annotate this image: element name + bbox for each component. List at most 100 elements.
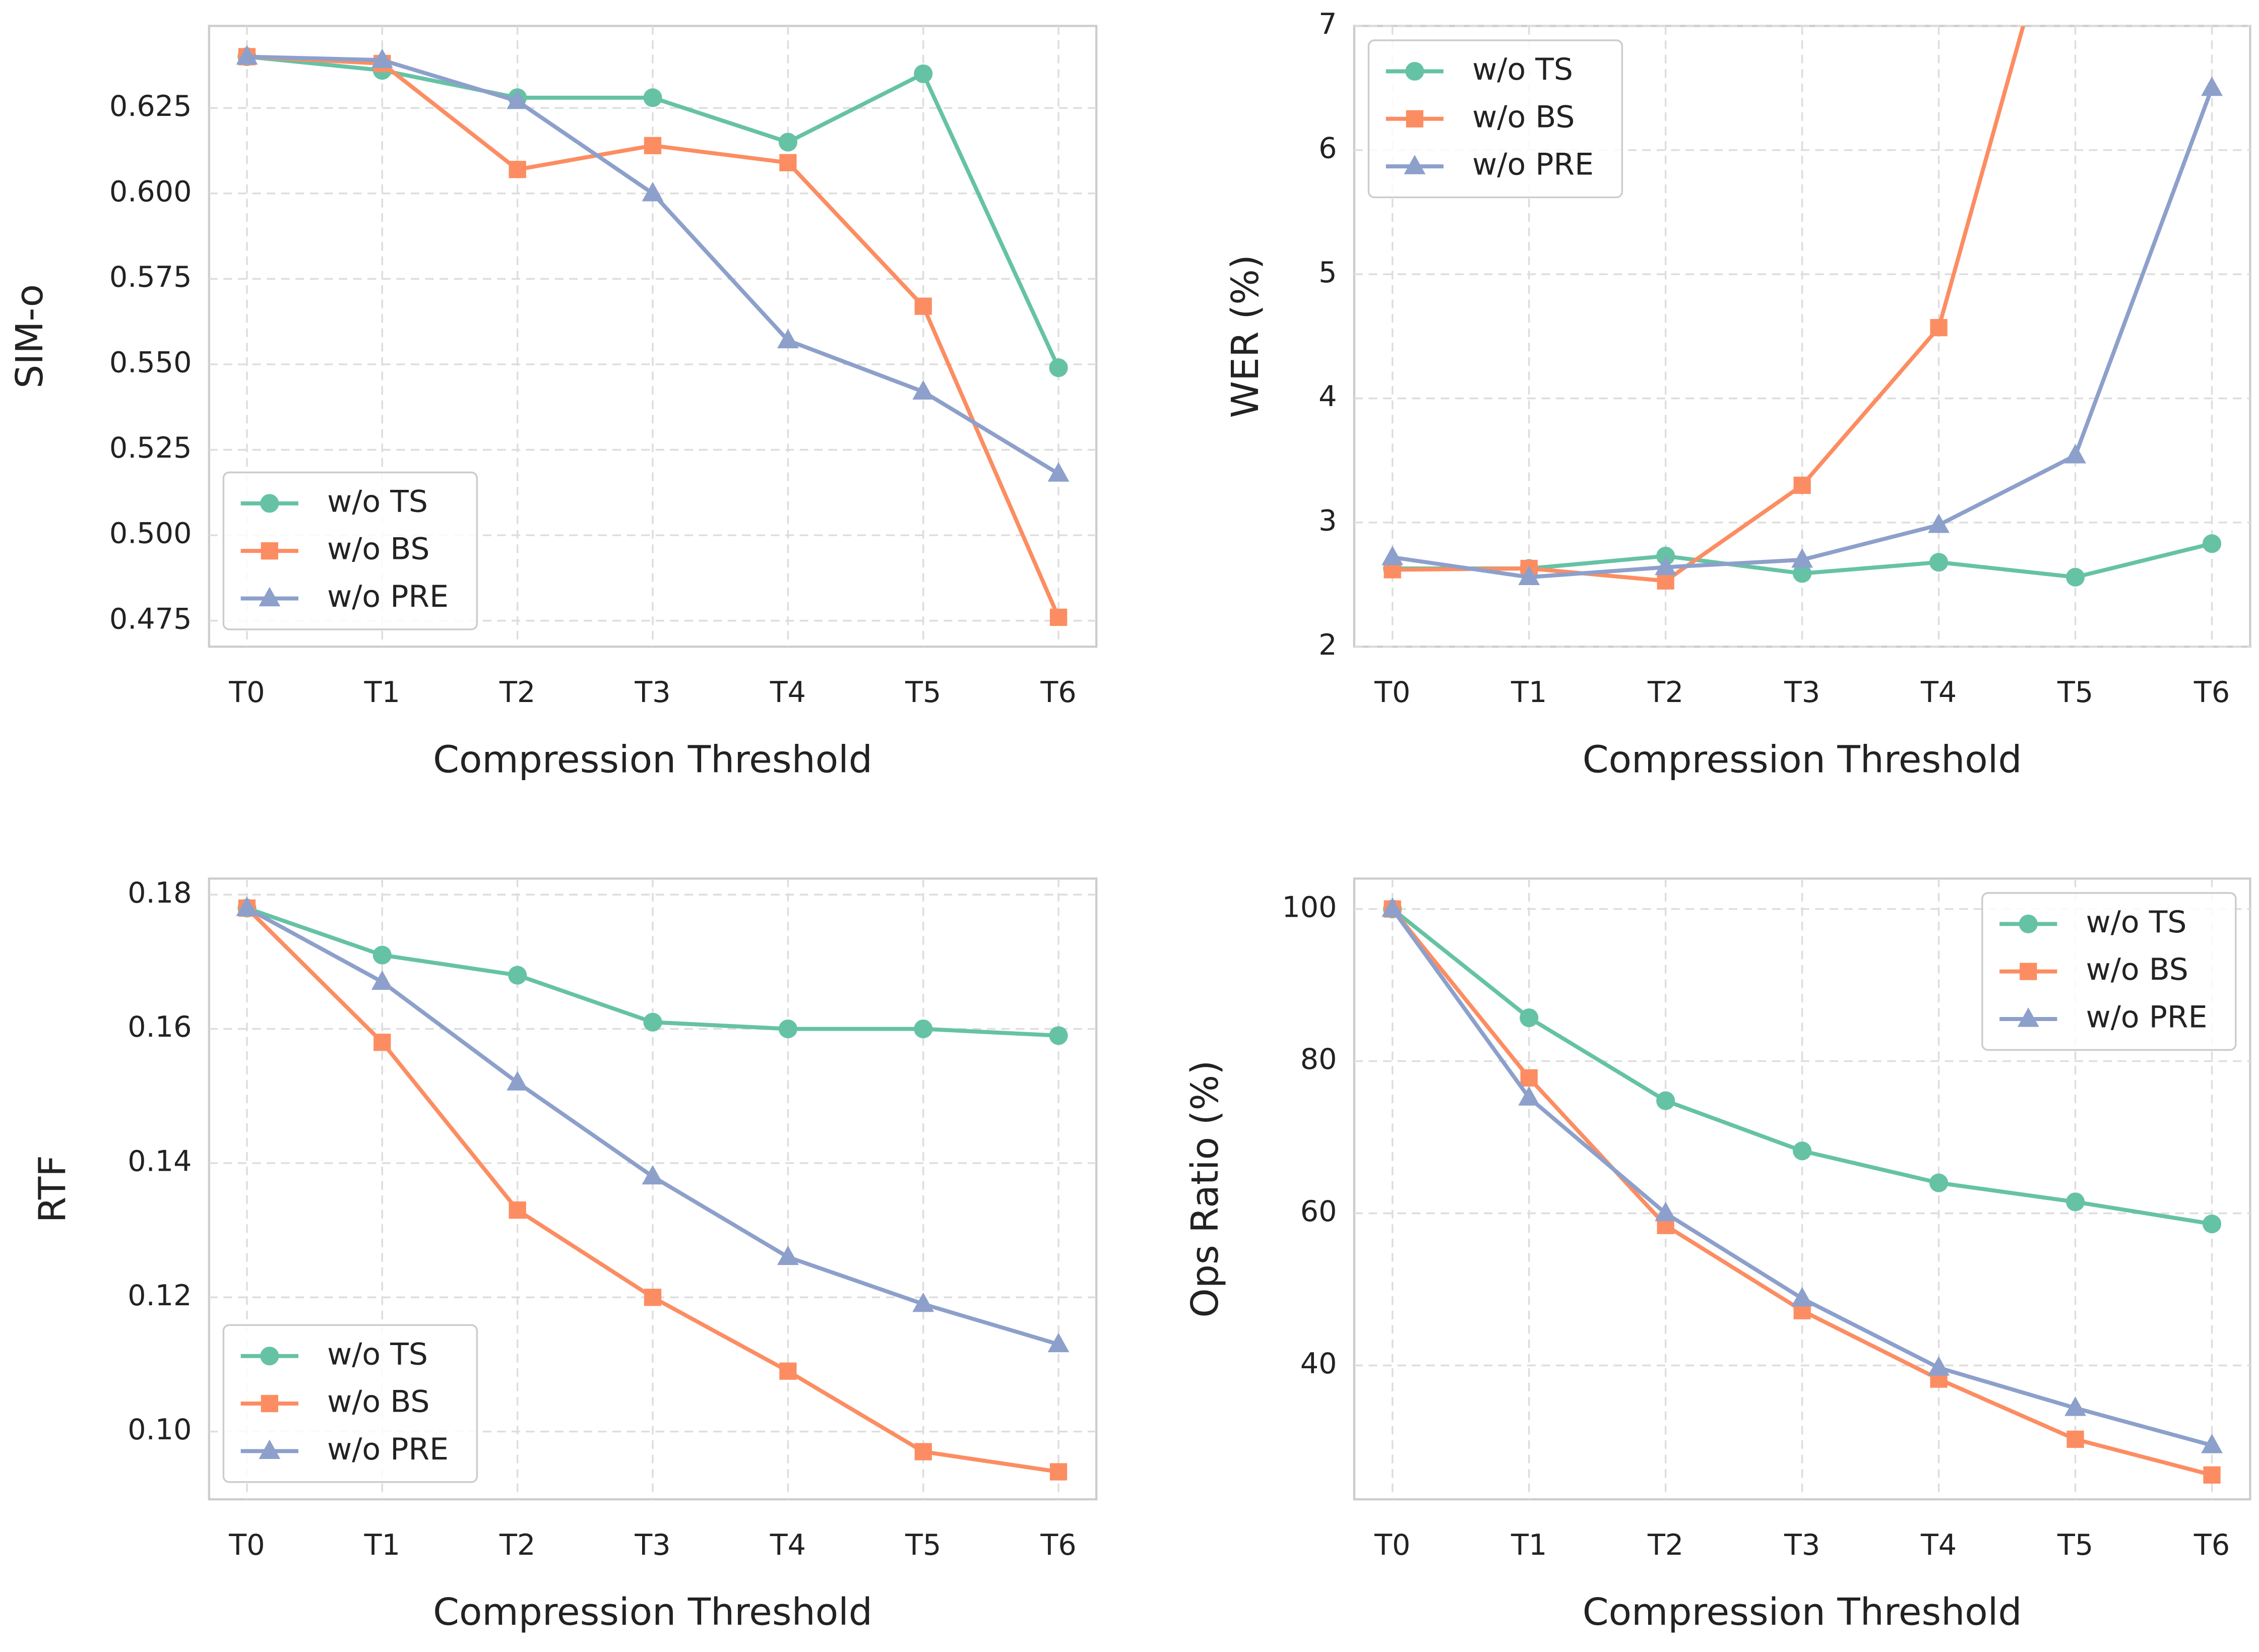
marker (914, 64, 933, 83)
marker (1793, 564, 1812, 583)
marker (644, 1289, 662, 1306)
y-tick-label: 0.18 (128, 876, 192, 910)
y-tick-label: 0.525 (109, 431, 192, 465)
marker (1520, 1069, 1538, 1087)
marker (261, 542, 278, 560)
y-tick-label: 100 (1282, 891, 1337, 924)
marker (1791, 548, 1813, 568)
y-tick-label: 6 (1319, 132, 1337, 165)
x-tick-label: T5 (2057, 1529, 2093, 1562)
marker (1518, 565, 1540, 585)
marker (778, 133, 797, 152)
x-tick-label: T3 (634, 1529, 670, 1562)
marker (914, 1443, 932, 1460)
marker (912, 1292, 934, 1312)
x-tick-label: T4 (770, 676, 806, 709)
marker (260, 494, 279, 513)
marker (2202, 534, 2222, 553)
x-tick-label: T0 (228, 1529, 265, 1562)
marker (1382, 545, 1404, 565)
y-tick-label: 0.625 (109, 90, 192, 123)
x-tick-label: T2 (1647, 676, 1683, 709)
x-tick-label: T1 (364, 676, 400, 709)
marker (2201, 1434, 2223, 1453)
y-tick-label: 40 (1300, 1347, 1337, 1380)
x-tick-label: T6 (1040, 1529, 1076, 1562)
x-tick-label: T3 (1784, 1529, 1820, 1562)
marker (1655, 555, 1677, 576)
legend-label: w/o TS (327, 1337, 428, 1372)
y-axis-label: SIM-o (8, 284, 51, 389)
marker (779, 1362, 797, 1380)
marker (779, 154, 797, 171)
marker (1405, 61, 1424, 81)
series-line (1392, 26, 2026, 583)
data-layer (236, 45, 1070, 626)
y-tick-label: 7 (1319, 8, 1337, 41)
marker (507, 89, 529, 109)
data-layer (1382, 897, 2223, 1484)
x-tick-label: T6 (1040, 676, 1076, 709)
marker (643, 1012, 662, 1032)
marker (777, 1245, 799, 1265)
x-tick-label: T0 (228, 676, 265, 709)
y-tick-label: 3 (1319, 504, 1337, 537)
x-tick-label: T3 (634, 676, 670, 709)
legend-label: w/o BS (327, 532, 429, 567)
y-tick-label: 0.600 (109, 175, 192, 208)
marker (260, 1347, 279, 1366)
y-tick-label: 0.550 (109, 346, 192, 379)
marker (2020, 963, 2037, 980)
marker (371, 970, 393, 990)
marker (1049, 1026, 1068, 1045)
legend-label: w/o PRE (1472, 147, 1594, 182)
y-tick-label: 2 (1319, 628, 1337, 662)
data-layer (236, 897, 1070, 1481)
marker (778, 1020, 797, 1039)
marker (2017, 1007, 2039, 1027)
marker (371, 48, 393, 68)
marker (1655, 1201, 1677, 1222)
marker (1793, 476, 1811, 494)
marker (2066, 1192, 2085, 1212)
marker (1928, 513, 1950, 533)
y-tick-label: 0.500 (109, 517, 192, 550)
marker (509, 1201, 526, 1219)
marker (642, 1165, 664, 1185)
marker (259, 587, 281, 607)
data-layer (1382, 26, 2223, 590)
marker (914, 1020, 933, 1039)
marker (2202, 1215, 2222, 1234)
y-tick-label: 0.12 (128, 1279, 192, 1312)
chart: 40 60 80 100 T0 T1 T2 T3 T4 T5 T6 Compression Thres… (1183, 877, 2251, 1634)
marker (643, 88, 662, 107)
marker (777, 329, 799, 349)
marker (1518, 1086, 1540, 1106)
marker (1382, 897, 1404, 917)
y-tick-label: 4 (1319, 380, 1337, 413)
legend-label: w/o PRE (327, 1432, 449, 1467)
y-tick-label: 0.575 (109, 261, 192, 294)
marker (1929, 1173, 1949, 1192)
marker (2066, 1430, 2084, 1448)
x-tick-label: T2 (1647, 1529, 1683, 1562)
legend-label: w/o PRE (2086, 1000, 2208, 1035)
marker (644, 137, 662, 154)
legend-box (1367, 39, 1623, 199)
y-tick-label: 0.475 (109, 602, 192, 636)
x-tick-label: T6 (2193, 1529, 2230, 1562)
x-tick-label: T6 (2193, 676, 2230, 709)
x-tick-label: T4 (1920, 676, 1957, 709)
legend-label: w/o TS (1472, 52, 1573, 87)
marker (509, 161, 526, 178)
marker (2019, 914, 2038, 933)
legend-box (222, 471, 478, 630)
legend-label: w/o BS (1472, 99, 1575, 135)
marker (1793, 1141, 1812, 1161)
marker (508, 966, 527, 985)
marker (1520, 1008, 1539, 1028)
y-tick-label: 0.10 (128, 1413, 192, 1446)
marker (1656, 1091, 1675, 1110)
marker (372, 945, 392, 965)
marker (1047, 462, 1070, 482)
